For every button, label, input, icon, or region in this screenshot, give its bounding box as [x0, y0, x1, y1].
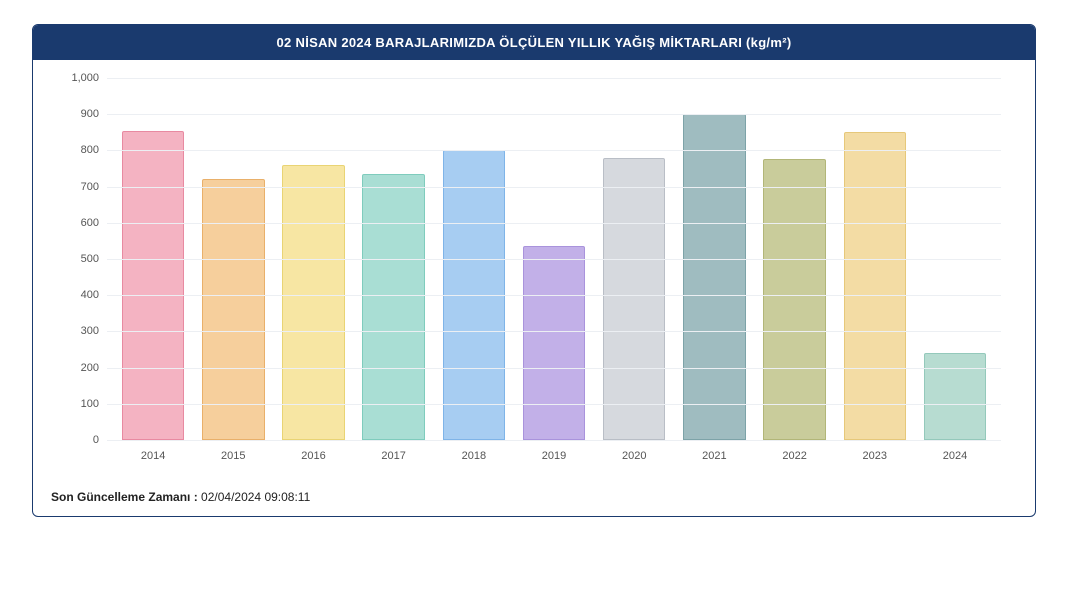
y-axis-label: 0 — [57, 434, 99, 446]
bar — [282, 165, 345, 440]
x-axis-label: 2014 — [141, 450, 165, 462]
gridline — [107, 223, 1001, 224]
y-axis-label: 400 — [57, 289, 99, 301]
y-axis-label: 100 — [57, 398, 99, 410]
gridline — [107, 331, 1001, 332]
bar — [362, 174, 425, 440]
x-axis-label: 2024 — [943, 450, 967, 462]
update-time-label: Son Güncelleme Zamanı : — [51, 490, 198, 504]
y-axis-label: 300 — [57, 325, 99, 337]
update-time-value: 02/04/2024 09:08:11 — [201, 490, 310, 504]
x-axis-label: 2021 — [702, 450, 726, 462]
bar — [683, 114, 746, 440]
bar — [523, 246, 586, 440]
gridline — [107, 114, 1001, 115]
bar — [603, 158, 666, 440]
x-axis-label: 2019 — [542, 450, 566, 462]
gridline — [107, 259, 1001, 260]
bar — [924, 353, 987, 440]
gridline — [107, 187, 1001, 188]
y-axis-label: 200 — [57, 362, 99, 374]
y-axis-label: 700 — [57, 181, 99, 193]
plot-region: 2014201520162017201820192020202120222023… — [107, 78, 1001, 440]
x-axis-label: 2018 — [462, 450, 486, 462]
y-axis-label: 600 — [57, 217, 99, 229]
chart-title: 02 NİSAN 2024 BARAJLARIMIZDA ÖLÇÜLEN YIL… — [33, 25, 1035, 60]
gridline — [107, 78, 1001, 79]
bar-chart: 2014 2015 2016 2017 2018 2019 2020 2021 2022 2023… — [57, 78, 1011, 468]
y-axis-label: 900 — [57, 108, 99, 120]
chart-card: 02 NİSAN 2024 BARAJLARIMIZDA ÖLÇÜLEN YIL… — [32, 24, 1036, 517]
bar — [202, 179, 265, 440]
gridline — [107, 295, 1001, 296]
gridline — [107, 368, 1001, 369]
gridline — [107, 404, 1001, 405]
bar — [122, 131, 185, 441]
x-axis-label: 2022 — [782, 450, 806, 462]
y-axis-label: 1,000 — [57, 72, 99, 84]
x-axis-label: 2020 — [622, 450, 646, 462]
chart-area: 2014 2015 2016 2017 2018 2019 2020 2021 2022 2023… — [33, 60, 1035, 480]
gridline — [107, 150, 1001, 151]
bar — [844, 132, 907, 440]
x-axis-label: 2016 — [301, 450, 325, 462]
y-axis-label: 800 — [57, 144, 99, 156]
bar — [763, 159, 826, 440]
gridline — [107, 440, 1001, 441]
y-axis-label: 500 — [57, 253, 99, 265]
x-axis-label: 2015 — [221, 450, 245, 462]
update-time: Son Güncelleme Zamanı : 02/04/2024 09:08… — [33, 480, 1035, 516]
x-axis-label: 2023 — [863, 450, 887, 462]
x-axis-label: 2017 — [381, 450, 405, 462]
